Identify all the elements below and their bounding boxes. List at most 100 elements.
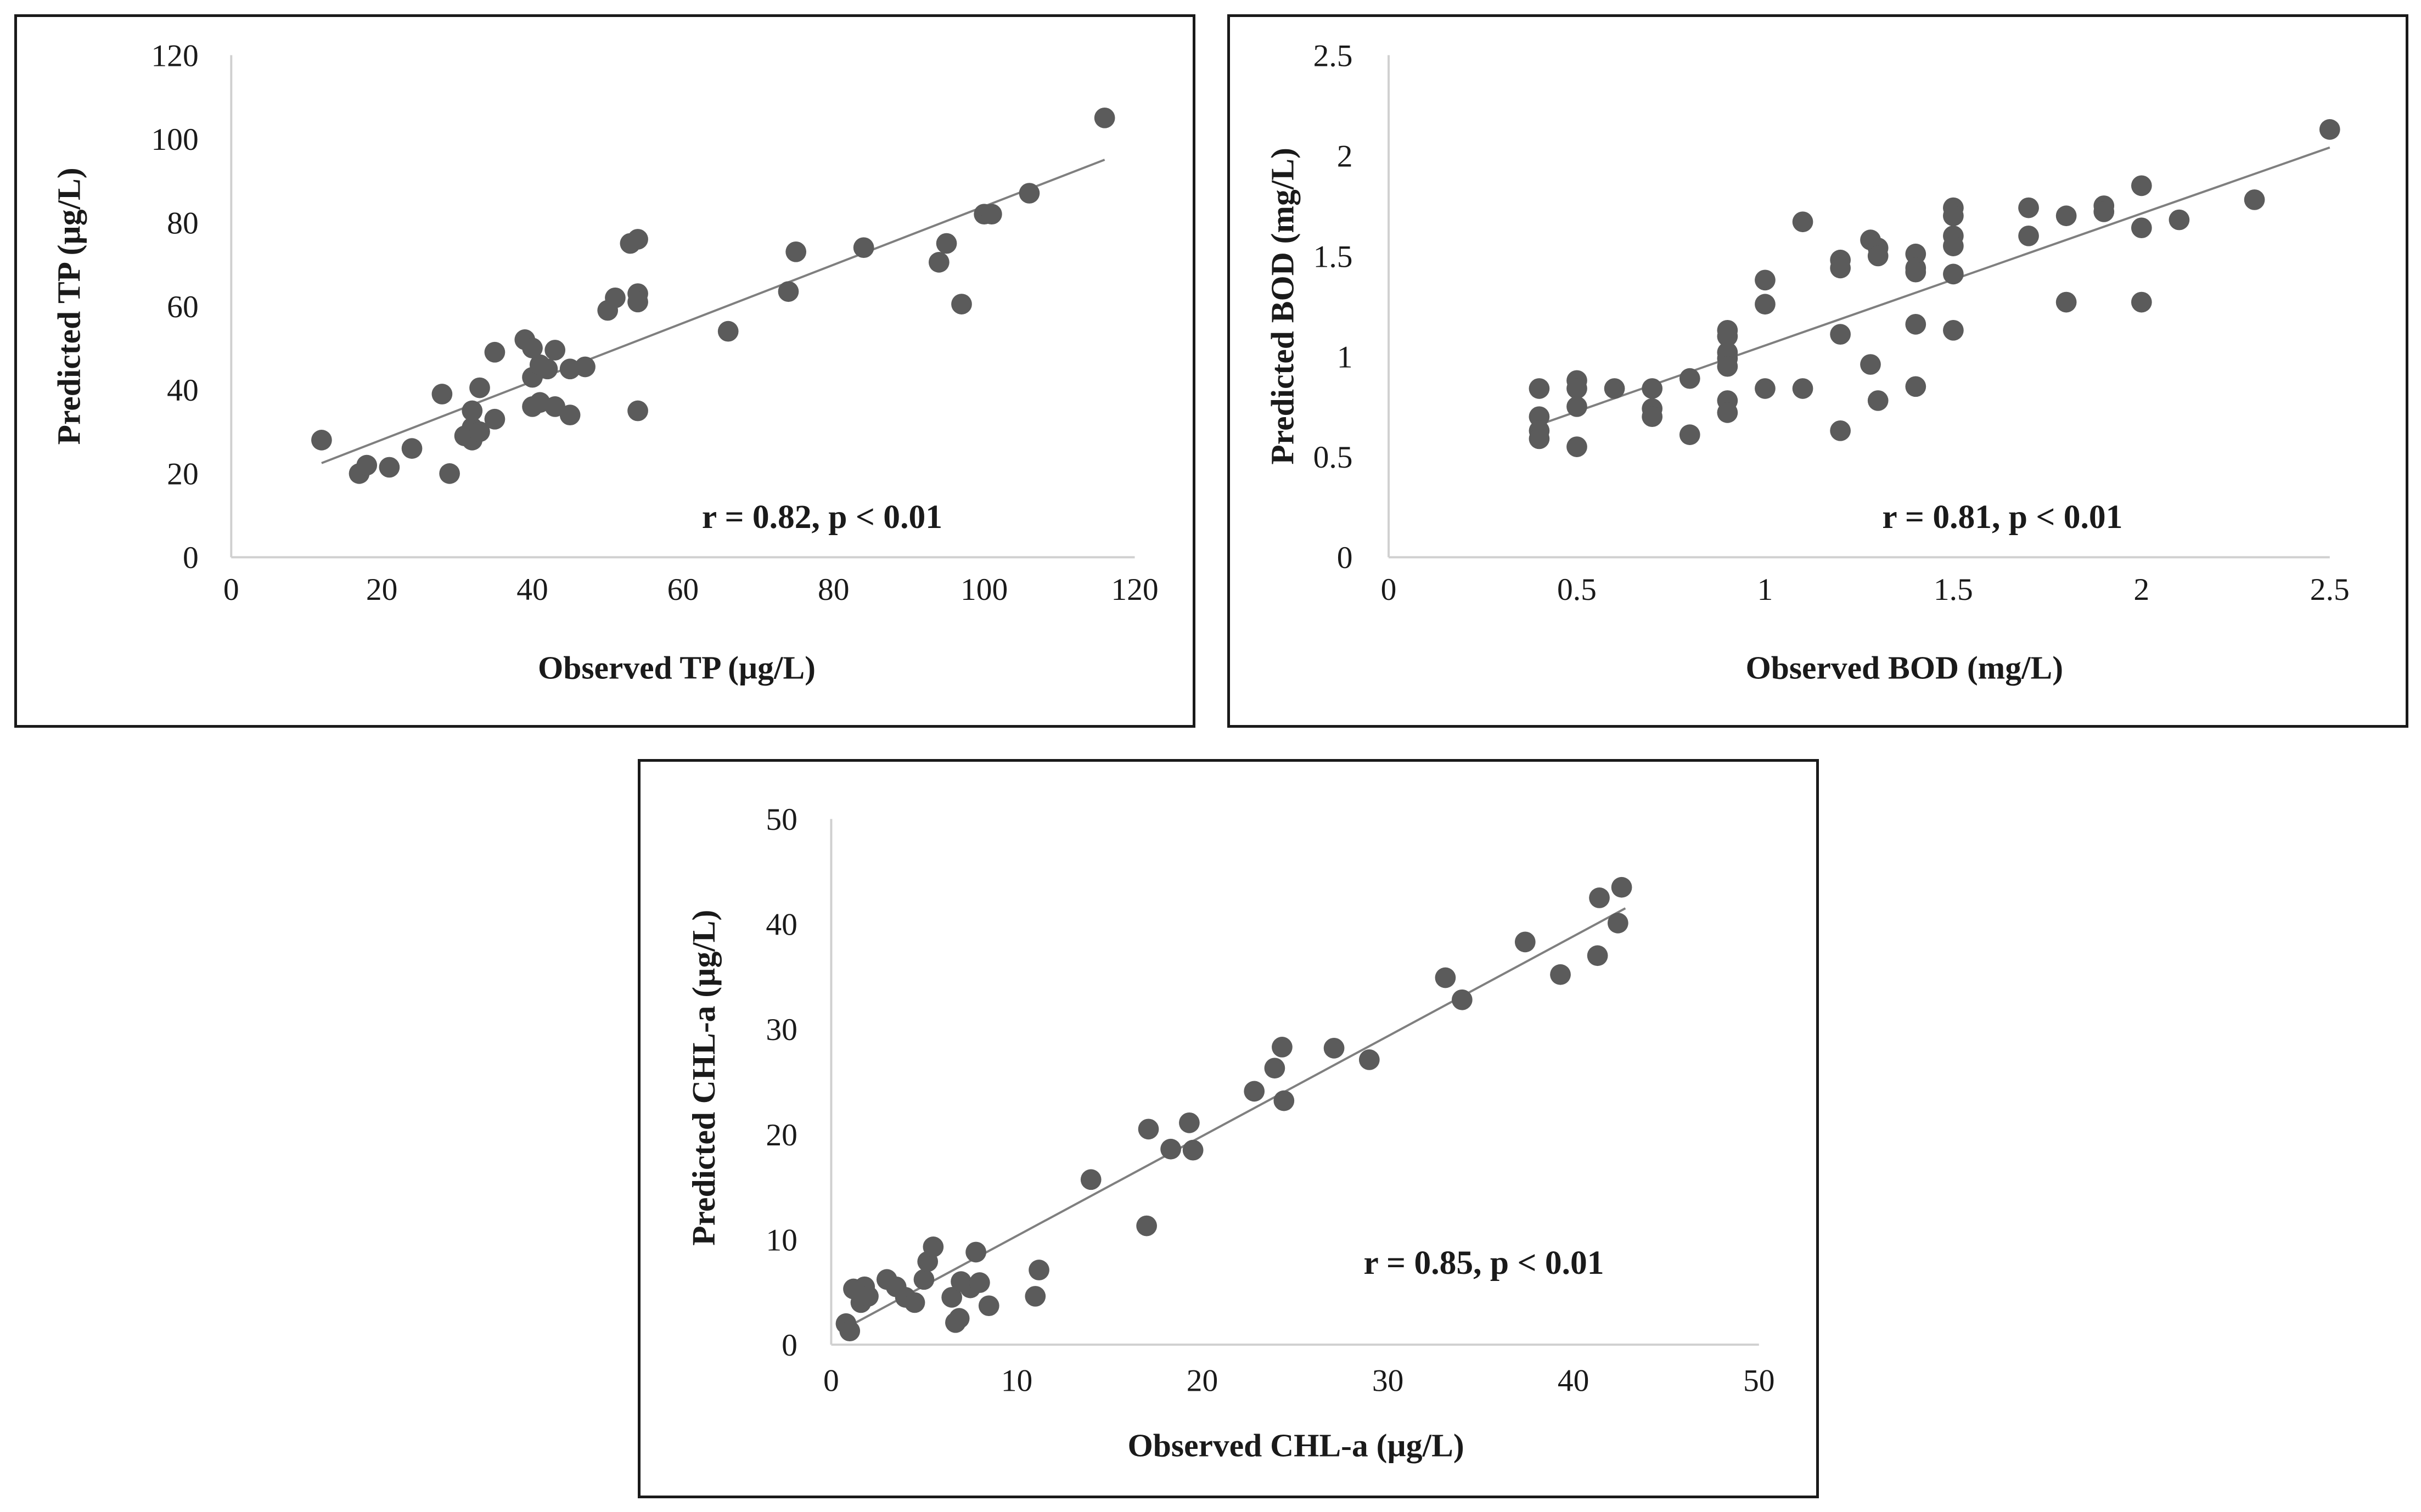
chl-data-point <box>1244 1081 1265 1102</box>
bod-data-point <box>2018 197 2039 218</box>
tp-data-point <box>1094 107 1115 128</box>
chl-data-point <box>1025 1286 1046 1307</box>
bod-data-point <box>1905 376 1926 397</box>
bod-data-point <box>1679 368 1700 389</box>
chl-x-tick-label: 40 <box>1558 1363 1589 1398</box>
tp-stats-annotation: r = 0.82, p < 0.01 <box>702 498 942 536</box>
tp-data-point <box>522 338 543 359</box>
chl-data-point <box>913 1269 935 1290</box>
chl-data-point <box>978 1295 999 1317</box>
tp-x-tick-label: 60 <box>667 572 699 607</box>
tp-trendline <box>321 159 1105 464</box>
chl-data-point <box>948 1308 970 1329</box>
chl-x-tick-label: 10 <box>1001 1363 1033 1398</box>
chl-data-point <box>1179 1112 1200 1133</box>
tp-data-point <box>778 281 799 302</box>
chl-data-point <box>1587 945 1608 966</box>
tp-scatter-plot: 0 20 40 60 80 100 120 0 20 40 60 80 100 120 r = 0.82, … <box>50 38 1158 686</box>
bod-data-point <box>1830 420 1851 441</box>
chl-data-point <box>1273 1090 1295 1111</box>
chl-data-point <box>1323 1037 1345 1059</box>
tp-data-point <box>462 400 483 421</box>
chl-data-point <box>858 1286 879 1307</box>
chl-data-point <box>1611 876 1632 898</box>
bod-chart-panel: 0 0.5 1 1.5 2 2.5 0 0.5 1 1.5 2 2.5 r = 0.81, p < 0.… <box>1227 14 2408 728</box>
bod-data-point <box>1566 378 1587 399</box>
tp-y-tick-label: 20 <box>167 457 199 492</box>
bod-data-point <box>2055 291 2077 313</box>
bod-data-point <box>1679 424 1700 445</box>
chl-data-point <box>1435 967 1456 988</box>
chl-data-point <box>1272 1037 1293 1058</box>
bod-data-point <box>2319 119 2340 140</box>
tp-data-point <box>311 430 332 451</box>
bod-data-point <box>2131 175 2152 196</box>
chl-x-tick-label: 0 <box>823 1363 839 1398</box>
tp-data-point <box>484 408 505 430</box>
bod-data-point <box>1529 378 1550 399</box>
bod-data-point <box>1943 205 1964 227</box>
bod-data-point <box>1943 319 1964 341</box>
chl-data-point <box>1514 931 1536 953</box>
bod-x-tick-label: 0.5 <box>1557 572 1597 607</box>
chl-data-point <box>1550 964 1571 985</box>
bod-data-point <box>1717 356 1738 377</box>
tp-data-point <box>559 404 581 425</box>
tp-data-point <box>627 400 648 421</box>
tp-y-axis-title: Predicted TP (µg/L) <box>50 167 87 445</box>
bod-y-tick-label: 1 <box>1337 340 1353 374</box>
bod-data-point <box>1905 261 1926 283</box>
tp-y-tick-label: 100 <box>151 122 198 157</box>
tp-data-point <box>717 321 739 342</box>
chl-data-point <box>1589 887 1610 908</box>
chl-y-tick-label: 40 <box>766 908 797 942</box>
bod-x-tick-label: 0 <box>1381 572 1397 607</box>
tp-x-tick-label: 0 <box>223 572 239 607</box>
bod-scatter-plot: 0 0.5 1 1.5 2 2.5 0 0.5 1 1.5 2 2.5 r = 0.81, p < 0.… <box>1264 38 2350 685</box>
tp-chart-panel: 0 20 40 60 80 100 120 0 20 40 60 80 100 120 r = 0.82, … <box>14 14 1195 728</box>
bod-x-tick-label: 1.5 <box>1934 572 1973 607</box>
tp-y-tick-label: 120 <box>151 38 198 73</box>
tp-data-point <box>575 356 596 378</box>
bod-data-point <box>1792 378 1813 399</box>
bod-data-point <box>1792 211 1813 233</box>
tp-y-tick-label: 40 <box>167 373 199 408</box>
tp-data-point <box>537 358 558 380</box>
chl-data-point <box>904 1292 925 1313</box>
bod-data-point <box>1867 390 1889 411</box>
bod-data-point <box>2055 205 2077 227</box>
tp-data-point <box>936 233 957 254</box>
tp-data-point <box>853 237 874 258</box>
chl-chart-panel: 0 10 20 30 40 50 0 10 20 30 40 50 r = 0.85, p < 0.01… <box>638 759 1819 1498</box>
chl-y-tick-label: 50 <box>766 802 797 837</box>
bod-y-axis-title: Predicted BOD (mg/L) <box>1264 148 1300 464</box>
chl-data-point <box>1080 1169 1102 1190</box>
bod-y-tick-label: 2 <box>1337 139 1353 173</box>
chl-data-point <box>923 1236 944 1257</box>
chl-scatter-plot: 0 10 20 30 40 50 0 10 20 30 40 50 r = 0.85, p < 0.01… <box>686 802 1775 1463</box>
tp-data-point <box>627 229 648 250</box>
bod-data-point <box>1905 313 1926 335</box>
tp-x-axis-title: Observed TP (µg/L) <box>538 650 816 686</box>
bod-data-point <box>1943 263 1964 285</box>
bod-data-point <box>2244 189 2265 210</box>
chl-data-point <box>1264 1058 1285 1079</box>
tp-data-point <box>356 454 378 476</box>
bod-data-point <box>1943 235 1964 256</box>
chl-data-point <box>1136 1215 1157 1236</box>
bod-y-tick-label: 0 <box>1337 541 1353 575</box>
bod-data-point <box>2093 201 2115 222</box>
bod-data-point <box>1755 294 1776 315</box>
tp-data-point <box>627 291 648 313</box>
chl-data-point <box>839 1320 861 1342</box>
tp-data-point <box>484 341 505 363</box>
tp-y-tick-label: 80 <box>167 206 199 240</box>
bod-x-tick-label: 2.5 <box>2310 572 2350 607</box>
chl-y-tick-label: 0 <box>782 1328 797 1363</box>
tp-data-point <box>605 287 626 308</box>
bod-stats-annotation: r = 0.81, p < 0.01 <box>1882 498 2122 536</box>
tp-data-point <box>544 396 566 417</box>
tp-x-tick-label: 80 <box>818 572 850 607</box>
chl-y-axis-title: Predicted CHL-a (µg/L) <box>686 910 722 1246</box>
bod-data-point <box>1830 257 1851 279</box>
